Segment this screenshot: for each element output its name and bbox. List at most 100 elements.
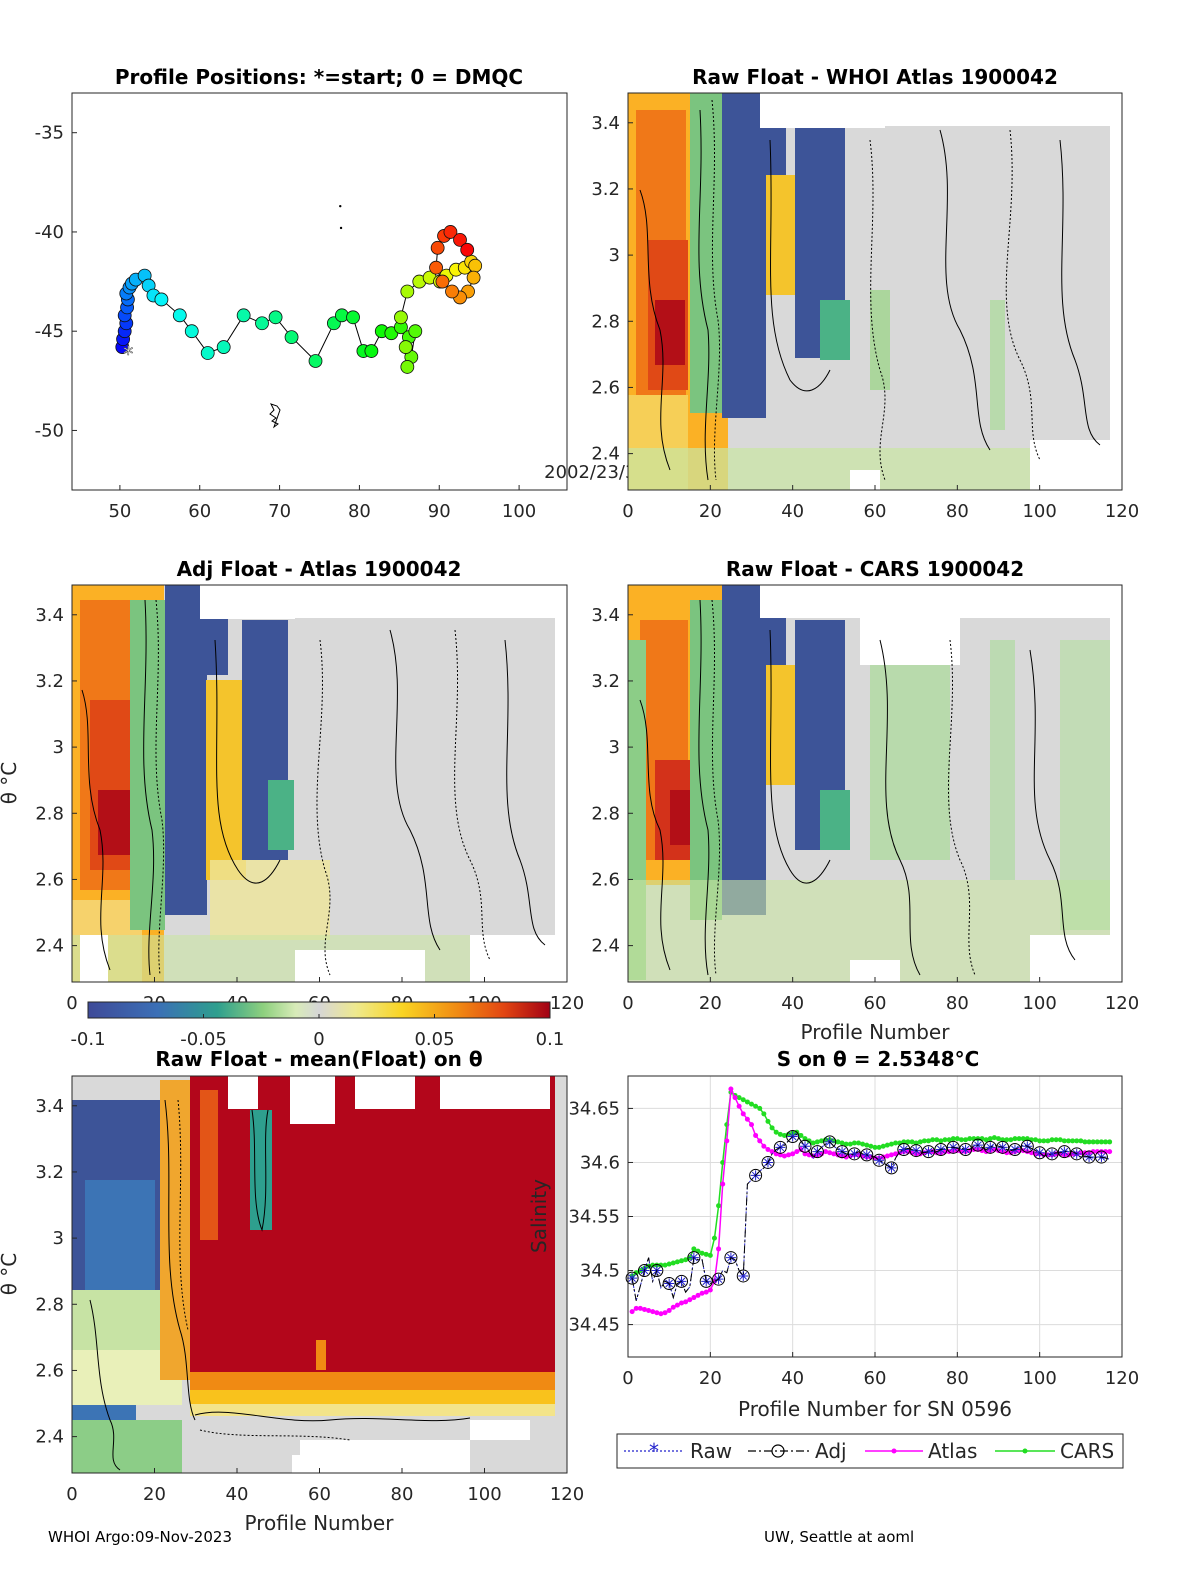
salinity-point-cars	[658, 1262, 664, 1268]
salinity-point-adj	[749, 1168, 763, 1182]
raw-mean-heatmap	[72, 1076, 567, 1473]
raw-cars-panel: Raw Float - CARS 1900042	[591, 557, 1139, 1044]
raw-cars-title: Raw Float - CARS 1900042	[726, 557, 1024, 581]
raw-mean-xtick-label: 120	[550, 1484, 584, 1505]
salinity-point-cars	[917, 1139, 923, 1145]
salinity-point-atlas	[641, 1306, 647, 1312]
salinity-point-cars	[860, 1141, 866, 1147]
positions-xtick-label: 70	[268, 501, 291, 522]
colorbar-tick-label: 0	[313, 1029, 324, 1050]
salinity-point-cars	[761, 1111, 767, 1117]
salinity-point-cars	[958, 1137, 964, 1143]
raw-whoi-xtick-label: 40	[781, 501, 804, 522]
salinity-point-adj	[687, 1251, 701, 1265]
salinity-point-atlas	[823, 1149, 829, 1155]
raw-cars-xtick-label: 80	[946, 993, 969, 1014]
salinity-point-atlas	[1004, 1150, 1010, 1156]
salinity-point-cars	[810, 1140, 816, 1146]
salinity-point-cars	[926, 1138, 932, 1144]
salinity-point-adj	[761, 1155, 775, 1169]
salinity-point-atlas	[1024, 1149, 1030, 1155]
salinity-point-raw	[898, 1144, 909, 1155]
salinity-point-atlas	[749, 1122, 754, 1128]
colorbar-tick-label: 0.1	[536, 1029, 565, 1050]
salinity-point-atlas	[794, 1149, 800, 1155]
salinity-point-atlas	[888, 1152, 894, 1158]
raw-cars-ytick-label: 2.4	[591, 936, 620, 957]
salinity-point-atlas	[893, 1151, 899, 1157]
salinity-point-raw	[1047, 1148, 1058, 1159]
salinity-point-adj	[946, 1140, 960, 1154]
legend-adj-marker	[771, 1444, 785, 1458]
salinity-xlabel: Profile Number for SN 0596	[738, 1397, 1012, 1421]
salinity-point-cars	[757, 1105, 763, 1111]
salinity-point-atlas	[658, 1311, 664, 1317]
positions-profile-marker	[394, 310, 408, 325]
adj-atlas-ytick-label: 2.6	[35, 869, 64, 890]
positions-profile-marker	[466, 270, 481, 285]
salinity-ylabel: Salinity	[527, 1179, 551, 1253]
salinity-point-cars	[876, 1144, 882, 1150]
salinity-point-atlas	[831, 1151, 837, 1157]
salinity-point-atlas	[707, 1287, 713, 1293]
positions-dmqc-point	[339, 226, 343, 230]
salinity-point-atlas	[679, 1300, 685, 1306]
positions-ytick-label: -40	[35, 222, 64, 243]
adj-atlas-ytick-label: 3.2	[35, 671, 64, 692]
raw-whoi-panel: Raw Float - WHOI Atlas 1900042	[591, 65, 1139, 522]
raw-cars-xtick-label: 40	[781, 993, 804, 1014]
salinity-point-adj	[1094, 1150, 1108, 1164]
salinity-point-atlas	[1107, 1149, 1113, 1155]
salinity-point-cars	[666, 1261, 672, 1267]
positions-start-marker: *	[123, 342, 133, 366]
legend-raw-label: Raw	[690, 1439, 732, 1463]
salinity-point-cars	[654, 1262, 660, 1268]
salinity-point-cars	[1103, 1139, 1109, 1145]
raw-mean-panel: Raw Float - mean(Float) on θ	[0, 1047, 584, 1535]
positions-profile-marker	[255, 316, 269, 331]
salinity-point-cars	[1090, 1139, 1096, 1145]
positions-profile-marker	[435, 274, 450, 289]
salinity-ytick-label: 34.45	[568, 1315, 620, 1336]
raw-mean-xtick-label: 40	[226, 1484, 249, 1505]
salinity-point-cars	[806, 1138, 812, 1144]
salinity-point-atlas	[716, 1246, 722, 1252]
salinity-point-cars	[967, 1136, 973, 1142]
positions-profile-marker	[429, 260, 443, 275]
salinity-point-atlas	[732, 1095, 738, 1101]
salinity-point-adj	[773, 1140, 787, 1154]
positions-xtick-label: 100	[502, 501, 536, 522]
salinity-xtick-label: 20	[699, 1368, 722, 1389]
salinity-point-atlas	[1090, 1149, 1096, 1155]
raw-whoi-title: Raw Float - WHOI Atlas 1900042	[692, 65, 1058, 89]
salinity-point-atlas	[1103, 1149, 1109, 1155]
salinity-point-cars	[1049, 1137, 1055, 1143]
adj-atlas-title: Adj Float - Atlas 1900042	[177, 557, 462, 581]
salinity-point-atlas	[674, 1302, 680, 1308]
positions-profile-marker	[268, 310, 283, 325]
salinity-point-atlas	[790, 1151, 796, 1157]
raw-mean-xlabel: Profile Number	[245, 1511, 395, 1535]
positions-profile-marker	[172, 308, 187, 323]
salinity-point-cars	[781, 1132, 787, 1138]
positions-title: Profile Positions: *=start; 0 = DMQC	[115, 65, 523, 89]
salinity-point-cars	[683, 1257, 689, 1263]
positions-xtick-label: 50	[108, 501, 131, 522]
positions-profile-marker	[398, 340, 413, 354]
salinity-point-cars	[888, 1141, 894, 1147]
salinity-point-atlas	[695, 1292, 701, 1298]
salinity-point-cars	[1041, 1138, 1047, 1144]
salinity-ytick-label: 34.5	[580, 1261, 620, 1282]
raw-mean-ytick-label: 3.4	[35, 1096, 64, 1117]
salinity-point-adj	[1070, 1147, 1084, 1161]
positions-xtick-label: 90	[428, 501, 451, 522]
colorbar-tick-label: -0.05	[180, 1029, 227, 1050]
salinity-point-cars	[1045, 1138, 1051, 1144]
salinity-point-cars	[740, 1097, 746, 1103]
salinity-xtick-label: 100	[1022, 1368, 1056, 1389]
salinity-point-atlas	[753, 1132, 759, 1138]
salinity-point-adj	[675, 1274, 689, 1288]
raw-mean-ylabel: θ °C	[0, 1253, 21, 1296]
salinity-point-atlas	[728, 1086, 734, 1092]
salinity-xtick-label: 120	[1105, 1368, 1139, 1389]
